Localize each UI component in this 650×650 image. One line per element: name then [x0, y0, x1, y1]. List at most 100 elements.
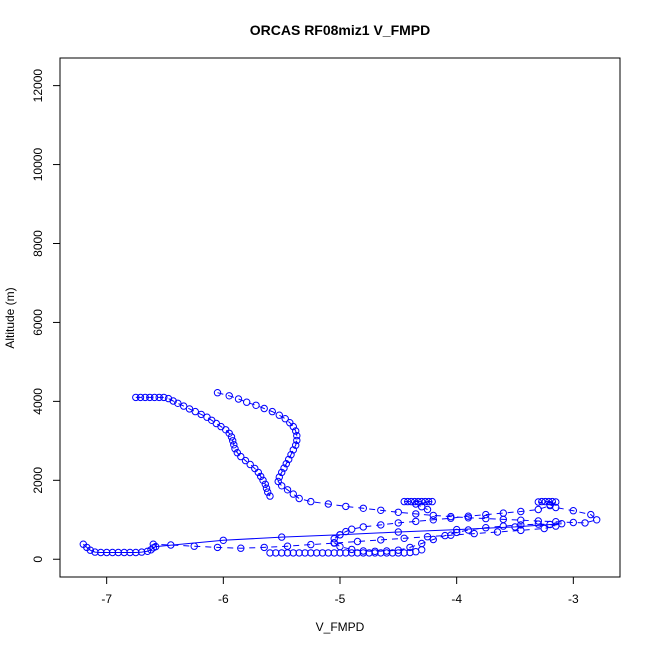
data-point — [418, 546, 426, 554]
data-point — [418, 503, 426, 511]
data-point — [289, 490, 297, 498]
data-point — [429, 535, 437, 544]
data-point — [252, 401, 260, 409]
data-point — [534, 505, 542, 514]
data-point — [278, 533, 286, 541]
data-point — [499, 522, 507, 530]
y-tick-label: 12000 — [31, 69, 45, 103]
series-line — [153, 392, 598, 552]
data-point — [394, 528, 402, 536]
data-point — [259, 476, 267, 484]
x-axis-label: V_FMPD — [316, 620, 365, 634]
data-point — [225, 429, 233, 437]
data-point — [423, 505, 432, 514]
data-point — [371, 549, 379, 557]
series-4 — [266, 546, 426, 557]
data-point — [152, 542, 160, 551]
data-point — [412, 517, 420, 526]
data-point — [569, 507, 577, 515]
data-point — [143, 547, 152, 555]
data-point — [377, 521, 385, 529]
data-point — [482, 510, 490, 519]
series-3 — [79, 520, 566, 557]
data-point — [404, 497, 412, 506]
data-point — [260, 404, 268, 413]
y-tick-label: 2000 — [31, 467, 45, 494]
data-point — [394, 546, 402, 554]
data-point — [499, 509, 507, 517]
data-point — [353, 537, 362, 546]
data-point — [231, 445, 239, 453]
data-point — [282, 460, 290, 468]
x-tick-label: -6 — [218, 592, 229, 606]
data-point — [237, 452, 245, 461]
data-point — [266, 549, 274, 557]
data-point — [406, 543, 414, 552]
y-tick-label: 0 — [31, 556, 45, 563]
data-point — [295, 549, 303, 557]
data-point — [237, 544, 245, 552]
data-point — [546, 501, 554, 510]
data-point — [493, 528, 502, 536]
data-point — [275, 411, 283, 419]
data-point — [414, 497, 422, 506]
series-line — [135, 396, 271, 497]
data-point — [517, 516, 525, 524]
data-point — [307, 540, 315, 549]
data-point — [534, 498, 542, 506]
data-point — [453, 525, 461, 534]
data-point — [517, 507, 525, 516]
data-point — [254, 468, 262, 477]
data-point — [429, 511, 437, 520]
data-point — [383, 549, 391, 557]
data-point — [552, 498, 560, 506]
series-0 — [149, 389, 601, 555]
data-point — [538, 497, 546, 506]
data-point — [295, 494, 303, 503]
data-point — [120, 548, 128, 557]
data-point — [268, 407, 276, 416]
data-point — [229, 437, 237, 445]
y-axis-label: Altitude (m) — [3, 287, 17, 348]
y-tick-label: 10000 — [31, 148, 45, 182]
data-point — [421, 497, 429, 506]
data-point — [593, 516, 601, 524]
data-point — [394, 508, 402, 516]
data-point — [283, 549, 292, 557]
data-point — [336, 531, 344, 539]
data-point — [441, 531, 449, 540]
data-point — [174, 399, 182, 407]
data-point — [353, 549, 362, 557]
chart-title: ORCAS RF08miz1 V_FMPD — [250, 22, 430, 38]
data-point — [230, 441, 238, 449]
y-tick-label: 6000 — [31, 309, 45, 336]
data-point — [197, 410, 205, 419]
data-point — [412, 510, 420, 518]
data-point — [260, 543, 268, 552]
data-point — [470, 529, 478, 538]
data-point — [581, 519, 589, 527]
data-point — [264, 488, 272, 496]
data-point — [348, 549, 356, 557]
data-point — [180, 402, 188, 410]
data-point — [400, 497, 408, 506]
data-point — [155, 393, 163, 402]
data-point — [447, 514, 455, 522]
data-point — [293, 436, 301, 445]
data-point — [108, 548, 117, 557]
x-tick-label: -7 — [101, 592, 112, 606]
data-point — [313, 549, 321, 557]
data-point — [318, 549, 327, 557]
series-1 — [132, 393, 274, 500]
data-point — [428, 497, 436, 506]
data-point — [400, 549, 408, 557]
data-point — [407, 497, 415, 506]
data-point — [423, 533, 432, 541]
data-point — [548, 497, 556, 506]
data-point — [225, 392, 233, 400]
data-point — [103, 548, 111, 557]
data-point — [289, 446, 297, 454]
data-point — [412, 500, 420, 508]
